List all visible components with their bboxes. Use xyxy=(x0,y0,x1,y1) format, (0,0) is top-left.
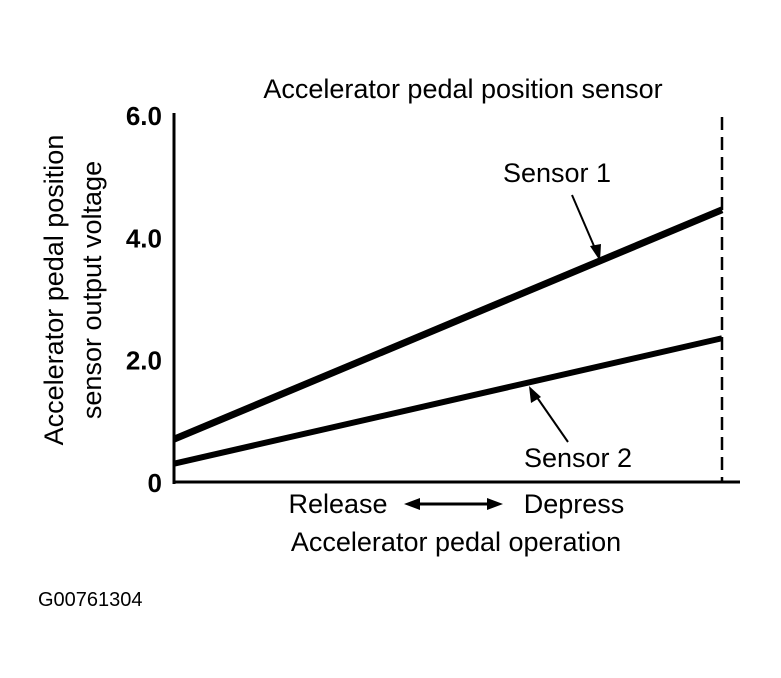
y-tick-label: 4.0 xyxy=(126,223,162,253)
sensor-2-arrowhead xyxy=(529,386,541,403)
series-line-sensor-1 xyxy=(172,206,724,443)
figure-id: G00761304 xyxy=(38,589,143,611)
double-arrow-icon xyxy=(404,498,503,510)
y-axis-label-line-2: sensor output voltage xyxy=(77,161,107,419)
x-end-release: Release xyxy=(288,489,387,519)
series-label-sensor-2: Sensor 2 xyxy=(524,443,632,473)
x-axis-label: Accelerator pedal operation xyxy=(291,527,621,557)
y-axis-label: Accelerator pedal position sensor output… xyxy=(39,135,107,446)
x-end-depress: Depress xyxy=(524,489,625,519)
series-line-sensor-2 xyxy=(173,335,723,467)
sensor-1-arrowhead xyxy=(590,244,601,261)
y-tick-label: 6.0 xyxy=(126,101,162,131)
y-axis-label-line-1: Accelerator pedal position xyxy=(39,135,69,446)
sensor-2-pointer-arrow xyxy=(533,392,569,443)
y-tick-label: 2.0 xyxy=(126,346,162,376)
series-label-sensor-1: Sensor 1 xyxy=(503,158,611,188)
chart-title: Accelerator pedal position sensor xyxy=(263,74,662,104)
y-tick-label: 0 xyxy=(148,468,162,498)
sensor-1-pointer-arrow xyxy=(571,194,598,254)
